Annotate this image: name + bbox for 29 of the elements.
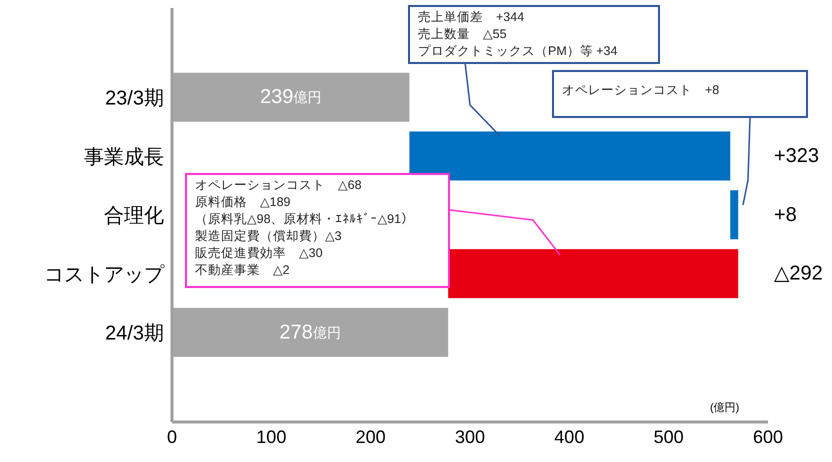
- x-tick-label: 300: [454, 426, 486, 447]
- data-label: △292: [774, 262, 823, 285]
- x-tick-label: 200: [356, 426, 386, 447]
- x-tick-label: 100: [256, 426, 286, 447]
- y-tick-label: 23/3期: [105, 88, 164, 110]
- y-tick-label: コストアップ: [44, 264, 165, 286]
- data-label: 239億円: [260, 86, 322, 108]
- y-tick-label: 合理化: [104, 205, 164, 228]
- annotation: オペレーションコスト △68: [195, 177, 363, 194]
- bar: [409, 132, 730, 181]
- callout-box: オペレーションコスト +8: [552, 70, 808, 118]
- x-tick-label: 0: [166, 426, 178, 447]
- y-tick-label: 事業成長: [84, 146, 164, 168]
- data-label: +323: [774, 145, 820, 168]
- x-tick-label: 500: [654, 426, 684, 447]
- callout-box: 売上単価差 +344 売上数量 △55 プロダクトミックス（PM）等 +34: [408, 5, 660, 64]
- x-axis-title: (億円): [710, 400, 740, 415]
- data-label: +8: [774, 204, 797, 226]
- bar: [730, 190, 738, 240]
- annotation: （原料乳△98、原材料・ｴﾈﾙｷﾞｰ△91）: [195, 211, 416, 228]
- annotation: 不動産事業 △2: [195, 262, 291, 279]
- annotation: 原料価格 △189: [195, 194, 292, 211]
- data-label: 278億円: [279, 321, 341, 344]
- y-tick-label: 24/3期: [105, 322, 164, 345]
- x-tick-label: 600: [752, 426, 784, 447]
- annotation: 製造固定費（償却費）△3: [195, 228, 343, 245]
- annotation: 販売促進費効率 △30: [195, 245, 324, 262]
- x-tick-label: 400: [554, 426, 584, 447]
- annotation: オペレーションコスト +8: [562, 82, 720, 99]
